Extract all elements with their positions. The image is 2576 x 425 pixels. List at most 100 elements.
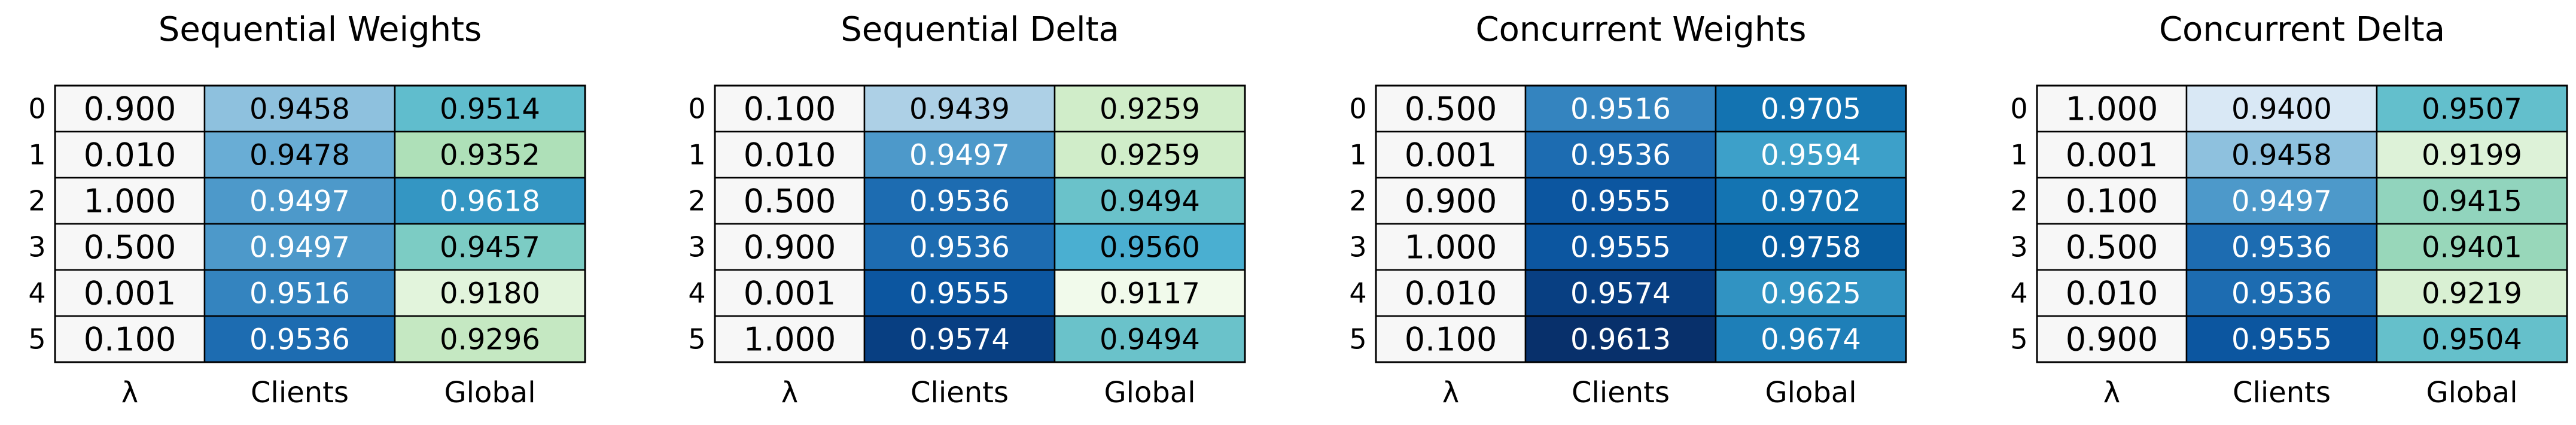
row-label: 1 bbox=[28, 139, 45, 171]
row-label: 2 bbox=[1349, 185, 1366, 217]
cell-clients bbox=[203, 84, 396, 133]
cell-value-lambda: 0.900 bbox=[2066, 321, 2158, 359]
table-border bbox=[54, 84, 586, 363]
cell-clients bbox=[203, 315, 396, 363]
column-header: λ bbox=[2103, 376, 2120, 409]
row-label: 4 bbox=[28, 277, 45, 309]
cell-value-lambda: 0.100 bbox=[744, 90, 836, 128]
row-label: 2 bbox=[688, 185, 705, 217]
cell-global bbox=[1715, 315, 1907, 363]
cell-global bbox=[2376, 315, 2568, 363]
row-label: 0 bbox=[688, 93, 705, 125]
cell-clients bbox=[203, 177, 396, 225]
cell-global bbox=[394, 223, 586, 271]
row-label: 1 bbox=[2010, 139, 2027, 171]
cell-value-global: 0.9560 bbox=[1100, 231, 1200, 265]
row-label: 3 bbox=[2010, 231, 2027, 263]
cell-lambda bbox=[2036, 130, 2188, 179]
cell-value-global: 0.9180 bbox=[440, 277, 540, 311]
row-label: 2 bbox=[2010, 185, 2027, 217]
cell-value-lambda: 0.010 bbox=[744, 136, 836, 174]
cell-lambda bbox=[2036, 269, 2188, 317]
cell-value-lambda: 1.000 bbox=[1405, 229, 1497, 266]
cell-global bbox=[1053, 223, 1246, 271]
cell-value-clients: 0.9439 bbox=[909, 93, 1010, 126]
cell-value-lambda: 1.000 bbox=[84, 183, 176, 220]
cell-clients bbox=[863, 130, 1056, 179]
cell-value-lambda: 0.500 bbox=[2066, 229, 2158, 266]
cell-value-clients: 0.9555 bbox=[2231, 323, 2332, 357]
cell-value-global: 0.9625 bbox=[1761, 277, 1861, 311]
column-header: Clients bbox=[2233, 376, 2331, 409]
cell-global bbox=[2376, 269, 2568, 317]
cell-lambda bbox=[1375, 84, 1527, 133]
cell-value-lambda: 0.900 bbox=[84, 90, 176, 128]
column-header: Clients bbox=[251, 376, 349, 409]
cell-clients bbox=[863, 177, 1056, 225]
cell-value-global: 0.9259 bbox=[1100, 93, 1200, 126]
cell-value-clients: 0.9458 bbox=[249, 93, 350, 126]
cell-value-clients: 0.9497 bbox=[909, 139, 1010, 172]
cell-clients bbox=[1524, 84, 1717, 133]
cell-lambda bbox=[1375, 223, 1527, 271]
cell-value-lambda: 0.001 bbox=[744, 275, 836, 312]
row-label: 3 bbox=[688, 231, 705, 263]
cell-value-clients: 0.9400 bbox=[2231, 93, 2332, 126]
cell-value-lambda: 0.100 bbox=[2066, 183, 2158, 220]
cell-value-global: 0.9594 bbox=[1761, 139, 1861, 172]
cell-value-global: 0.9702 bbox=[1761, 185, 1861, 218]
panel-title: Sequential Weights bbox=[159, 10, 482, 49]
cell-clients bbox=[863, 223, 1056, 271]
cell-value-clients: 0.9497 bbox=[249, 185, 350, 218]
cell-value-clients: 0.9555 bbox=[909, 277, 1010, 311]
cell-lambda bbox=[1375, 177, 1527, 225]
cell-value-lambda: 0.900 bbox=[1405, 183, 1497, 220]
cell-value-global: 0.9618 bbox=[440, 185, 540, 218]
cell-value-global: 0.9199 bbox=[2422, 139, 2522, 172]
cell-value-lambda: 0.900 bbox=[744, 229, 836, 266]
row-label: 0 bbox=[2010, 93, 2027, 125]
table-panel-0: Sequential Weights 0.900 0.9458 0.9514 0 0.01… bbox=[28, 10, 586, 409]
cell-value-clients: 0.9613 bbox=[1570, 323, 1671, 357]
cell-clients bbox=[203, 269, 396, 317]
cell-value-global: 0.9494 bbox=[1100, 185, 1200, 218]
cell-value-clients: 0.9536 bbox=[1570, 139, 1671, 172]
cell-value-clients: 0.9536 bbox=[909, 231, 1010, 265]
row-label: 0 bbox=[1349, 93, 1366, 125]
row-label: 3 bbox=[28, 231, 45, 263]
cell-value-lambda: 0.010 bbox=[2066, 275, 2158, 312]
cell-value-clients: 0.9555 bbox=[1570, 185, 1671, 218]
cell-value-global: 0.9352 bbox=[440, 139, 540, 172]
cell-global bbox=[1053, 177, 1246, 225]
cell-value-lambda: 0.001 bbox=[84, 275, 176, 312]
cell-value-global: 0.9758 bbox=[1761, 231, 1861, 265]
cell-clients bbox=[2185, 269, 2378, 317]
cell-value-lambda: 0.500 bbox=[1405, 90, 1497, 128]
cell-value-lambda: 0.100 bbox=[84, 321, 176, 359]
table-panel-2: Concurrent Weights 0.500 0.9516 0.9705 0 0.00… bbox=[1349, 10, 1907, 409]
panel-title: Concurrent Delta bbox=[2159, 10, 2445, 49]
table-border bbox=[1375, 84, 1907, 363]
cell-value-global: 0.9415 bbox=[2422, 185, 2522, 218]
column-header: λ bbox=[781, 376, 798, 409]
cell-value-global: 0.9401 bbox=[2422, 231, 2522, 265]
cell-clients bbox=[863, 315, 1056, 363]
cell-value-clients: 0.9516 bbox=[249, 277, 350, 311]
cell-value-clients: 0.9536 bbox=[2231, 277, 2332, 311]
cell-clients bbox=[863, 269, 1056, 317]
cell-value-global: 0.9296 bbox=[440, 323, 540, 357]
column-header: Global bbox=[1765, 376, 1856, 409]
cell-value-clients: 0.9516 bbox=[1570, 93, 1671, 126]
cell-global bbox=[1715, 223, 1907, 271]
cell-value-global: 0.9674 bbox=[1761, 323, 1861, 357]
table-border bbox=[2036, 84, 2568, 363]
cell-value-clients: 0.9574 bbox=[909, 323, 1010, 357]
column-header: Global bbox=[2426, 376, 2517, 409]
cell-value-global: 0.9705 bbox=[1761, 93, 1861, 126]
row-label: 4 bbox=[2010, 277, 2027, 309]
table-panel-1: Sequential Delta 0.100 0.9439 0.9259 0 0.010 0… bbox=[688, 10, 1246, 409]
row-label: 3 bbox=[1349, 231, 1366, 263]
cell-value-global: 0.9117 bbox=[1100, 277, 1200, 311]
column-header: Global bbox=[1104, 376, 1195, 409]
